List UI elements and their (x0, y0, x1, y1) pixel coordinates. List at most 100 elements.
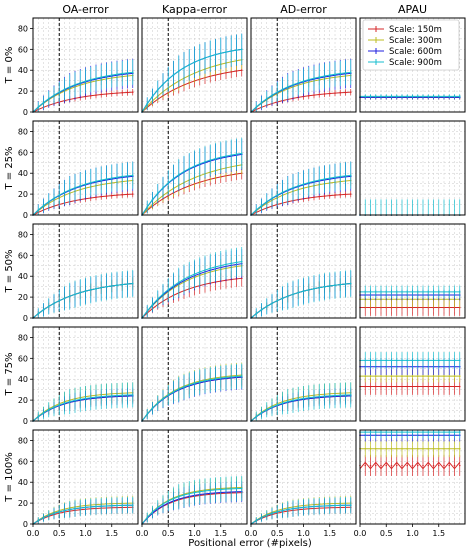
data-point (369, 291, 372, 293)
data-point (177, 388, 180, 391)
row-label: T = 75% (4, 352, 15, 396)
data-point (63, 88, 66, 91)
data-point (349, 71, 352, 74)
data-point (167, 500, 170, 502)
data-point (156, 192, 159, 195)
data-point (432, 464, 435, 467)
series-line (141, 265, 242, 319)
data-point (162, 397, 164, 400)
data-point (100, 505, 103, 507)
series-line (141, 48, 242, 113)
data-point (42, 101, 45, 104)
data-point (297, 185, 300, 187)
data-point (307, 78, 310, 81)
data-point (334, 504, 336, 507)
data-point (235, 49, 238, 51)
data-point (121, 175, 124, 178)
data-point (313, 505, 315, 508)
data-point (286, 400, 289, 403)
data-point (323, 75, 326, 77)
data-point (369, 95, 372, 98)
y-tick-label: 80 (18, 436, 28, 445)
data-point (448, 431, 451, 433)
series-line (32, 174, 133, 216)
data-point (219, 264, 222, 267)
data-point (42, 309, 45, 311)
data-point (453, 95, 456, 98)
series-line (250, 506, 351, 525)
data-point (225, 155, 227, 157)
x-tick-label: 1.0 (188, 529, 201, 538)
data-point (68, 86, 71, 88)
data-point (302, 95, 305, 98)
data-point (235, 487, 238, 490)
data-point (230, 488, 233, 490)
data-point (443, 291, 445, 293)
data-point (395, 375, 398, 377)
data-point (411, 464, 414, 467)
data-point (271, 512, 273, 515)
series-line (32, 193, 133, 216)
x-tick-label: 0.5 (271, 529, 284, 538)
data-point (364, 431, 367, 433)
data-point (328, 395, 331, 397)
data-point (416, 448, 419, 450)
data-point (401, 448, 403, 450)
data-point (448, 464, 451, 467)
data-point (204, 269, 206, 271)
data-point (172, 391, 175, 393)
data-point (380, 448, 382, 450)
series-line (250, 283, 351, 319)
data-point (188, 167, 191, 170)
y-tick-label: 60 (18, 148, 28, 157)
data-point (286, 189, 289, 191)
data-point (198, 162, 201, 165)
data-point (68, 189, 71, 191)
data-point (437, 359, 440, 362)
data-point (385, 291, 388, 293)
data-point (453, 375, 456, 377)
data-point (395, 291, 398, 293)
panel-frame (141, 17, 248, 113)
legend-box (362, 19, 460, 71)
data-point (395, 359, 398, 362)
data-point (95, 94, 97, 96)
data-point (214, 266, 217, 268)
y-tick-label: 60 (18, 354, 28, 363)
data-point (318, 286, 321, 289)
series-line (32, 283, 133, 319)
data-point (292, 399, 294, 402)
data-point (116, 194, 118, 196)
data-point (328, 177, 331, 179)
data-point (339, 175, 342, 178)
data-point (225, 71, 227, 74)
data-point (209, 267, 212, 270)
series-line (141, 263, 242, 319)
data-point (265, 97, 268, 100)
data-point (422, 359, 424, 362)
data-point (344, 175, 347, 177)
data-point (219, 377, 222, 379)
data-point (374, 431, 377, 433)
data-point (214, 378, 217, 380)
x-tick-label: 1.0 (297, 529, 310, 538)
data-point (406, 385, 409, 388)
data-point (260, 412, 263, 414)
data-point (271, 406, 273, 408)
y-tick-label: 80 (18, 24, 28, 33)
y-tick-label: 40 (18, 272, 28, 281)
data-point (146, 413, 149, 415)
data-point (100, 395, 103, 398)
data-point (255, 415, 258, 418)
series-line (32, 91, 133, 113)
series-line (32, 283, 133, 319)
data-point (116, 92, 118, 94)
data-point (349, 174, 352, 177)
data-point (58, 194, 61, 196)
data-point (318, 93, 321, 96)
data-point (349, 282, 352, 285)
legend-entry: Scale: 300m (389, 36, 442, 46)
data-point (286, 86, 289, 88)
series-line (141, 375, 242, 422)
